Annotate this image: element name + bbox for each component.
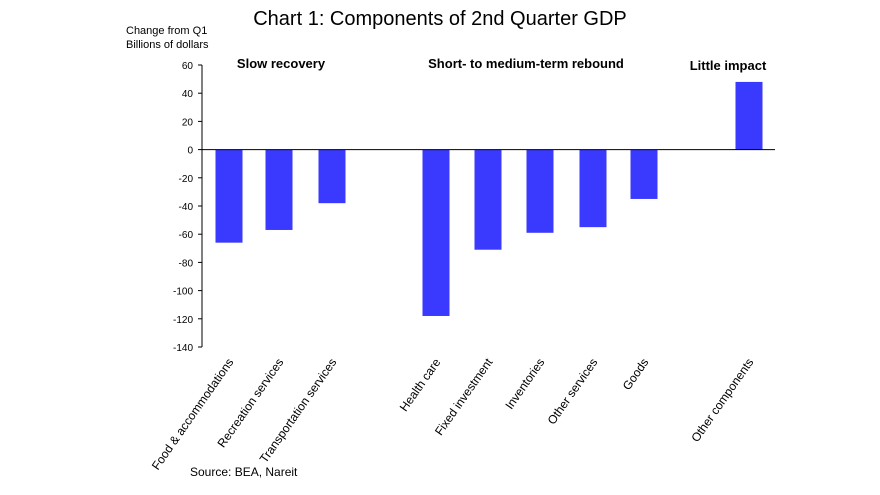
bar-2 [265, 149, 293, 230]
category-label: Food & accommodations [149, 356, 237, 473]
y-tick-label: -140 [173, 343, 193, 354]
bar-4 [422, 149, 450, 316]
bar-5 [474, 149, 502, 250]
y-tick-label: 60 [182, 61, 194, 72]
y-tick-label: 0 [187, 146, 193, 157]
y-tick-label: -40 [179, 202, 194, 213]
group-label: Little impact [690, 58, 767, 73]
bar-1 [215, 149, 243, 243]
category-label: Other services [545, 356, 601, 427]
group-label: Short- to medium-term rebound [428, 56, 624, 71]
category-label: Goods [620, 356, 652, 393]
group-label: Slow recovery [237, 56, 326, 71]
y-axis-label-line-1: Change from Q1 [126, 25, 208, 37]
chart-title: Chart 1: Components of 2nd Quarter GDP [253, 8, 627, 30]
category-label: Fixed investment [432, 355, 496, 438]
bar-7 [579, 149, 607, 228]
y-tick-label: 40 [182, 89, 194, 100]
y-axis-label-line-2: Billions of dollars [126, 39, 209, 51]
bar-9 [735, 81, 763, 150]
y-tick-label: -100 [173, 287, 193, 298]
source-note: Source: BEA, Nareit [190, 465, 298, 479]
bar-6 [526, 149, 554, 233]
bar-3 [318, 149, 346, 204]
category-label: Other components [688, 356, 756, 445]
y-tick-label: -20 [179, 174, 194, 185]
y-tick-label: -60 [179, 230, 194, 241]
y-tick-label: 20 [182, 117, 194, 128]
category-label: Inventories [502, 356, 547, 412]
bar-8 [630, 149, 658, 199]
category-label: Health care [397, 355, 444, 414]
y-tick-label: -80 [179, 258, 194, 269]
y-tick-label: -120 [173, 315, 193, 326]
